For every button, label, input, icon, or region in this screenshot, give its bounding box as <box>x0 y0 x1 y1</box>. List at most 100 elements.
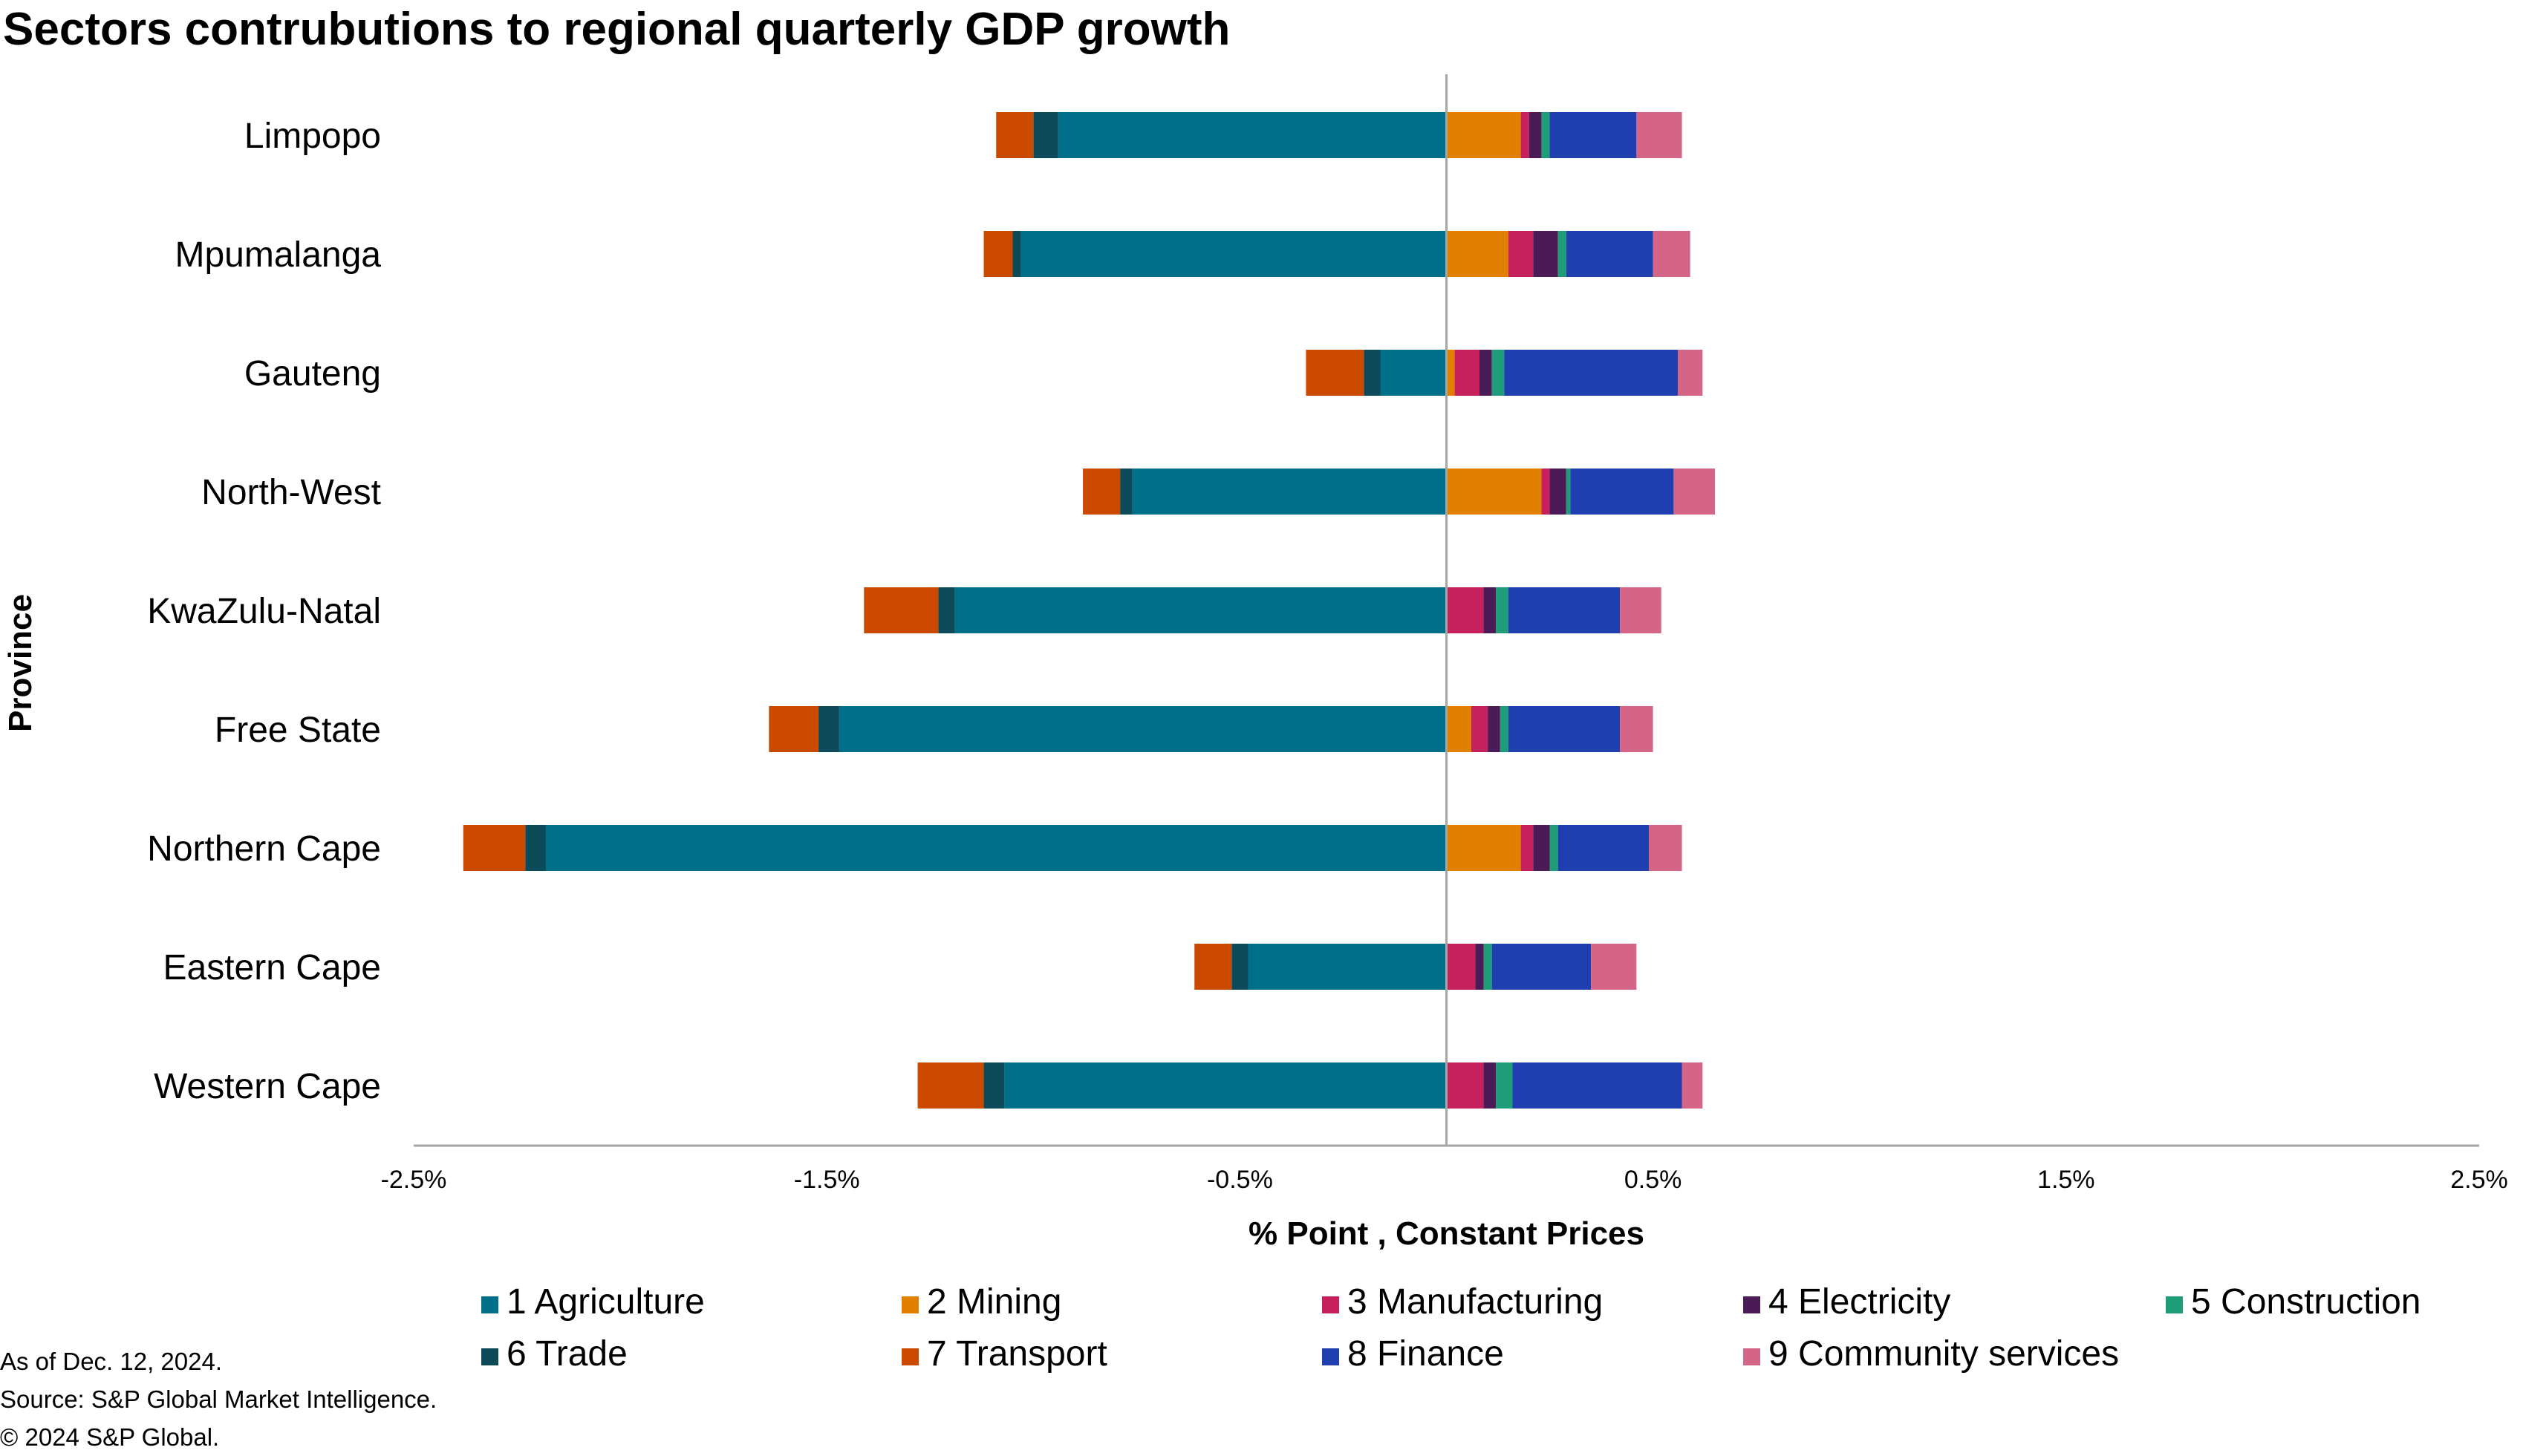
legend-label: 8 Finance <box>1347 1334 1504 1374</box>
bars-group <box>463 112 1716 1109</box>
legend-label: 3 Manufacturing <box>1347 1282 1603 1322</box>
legend-swatch <box>1322 1296 1339 1313</box>
bar-segment <box>1570 469 1674 515</box>
bar-segment <box>1132 469 1447 515</box>
bar-segment <box>1673 469 1716 515</box>
category-label: Western Cape <box>154 1067 381 1106</box>
x-tick-label: -0.5% <box>1207 1166 1273 1194</box>
bar-segment <box>983 1062 1005 1109</box>
bar-segment <box>1058 112 1447 158</box>
x-tick-label: 0.5% <box>1624 1166 1682 1194</box>
bar-segment <box>1248 944 1447 990</box>
bar-segment <box>1479 350 1492 396</box>
bar-segment <box>1520 112 1529 158</box>
bar-segment <box>1475 944 1484 990</box>
bar-segment <box>1520 825 1534 871</box>
x-axis-title: % Point , Constant Prices <box>1249 1215 1644 1252</box>
bar-segment <box>1446 469 1542 515</box>
bar-segment <box>1533 231 1558 277</box>
bar-segment <box>938 587 955 633</box>
bar-segment <box>1508 231 1534 277</box>
bar-segment <box>1306 350 1364 396</box>
legend-swatch <box>902 1296 919 1313</box>
bar-segment <box>1083 469 1121 515</box>
bar-segment <box>1620 587 1661 633</box>
category-label: KwaZulu-Natal <box>147 592 381 631</box>
bar-segment <box>1483 1062 1497 1109</box>
bar-segment <box>1012 231 1021 277</box>
bar-segment <box>1566 469 1571 515</box>
bar-segment <box>996 112 1034 158</box>
bar-segment <box>1020 231 1447 277</box>
bar-segment <box>1508 706 1621 752</box>
chart-title: Sectors contrubutions to regional quarte… <box>3 4 1231 55</box>
bar-segment <box>1446 112 1521 158</box>
bar-segment <box>954 587 1447 633</box>
bar-segment <box>1549 469 1566 515</box>
legend-swatch <box>481 1296 498 1313</box>
bar-segment <box>1591 944 1637 990</box>
bar-segment <box>1504 350 1678 396</box>
legend-label: 5 Construction <box>2191 1282 2421 1322</box>
legend-swatch <box>902 1348 919 1365</box>
bar-segment <box>1454 350 1479 396</box>
footer-notes: As of Dec. 12, 2024. Source: S&P Global … <box>0 1342 437 1456</box>
bar-segment <box>1446 350 1455 396</box>
bar-segment <box>545 825 1447 871</box>
bar-segment <box>1549 112 1637 158</box>
bar-segment <box>1483 944 1492 990</box>
bar-segment <box>1120 469 1133 515</box>
bar-segment <box>1488 706 1500 752</box>
legend-label: 4 Electricity <box>1768 1282 1950 1322</box>
bar-segment <box>1677 350 1703 396</box>
bar-segment <box>1446 231 1508 277</box>
bar-segment <box>1446 587 1484 633</box>
legend-swatch <box>1743 1296 1760 1313</box>
legend-label: 9 Community services <box>1768 1334 2119 1374</box>
bar-segment <box>1491 944 1592 990</box>
category-label: North-West <box>201 473 381 512</box>
legend-label: 7 Transport <box>927 1334 1107 1374</box>
legend: 1 Agriculture 2 Mining 3 Manufacturing 4 El… <box>481 1282 2421 1374</box>
bar-segment <box>1004 1062 1447 1109</box>
category-label: Gauteng <box>244 354 381 394</box>
x-tick-label: 2.5% <box>2450 1166 2508 1194</box>
bar-segment <box>1033 112 1058 158</box>
bar-segment <box>1380 350 1447 396</box>
legend-swatch <box>1743 1348 1760 1365</box>
x-tick-label: -1.5% <box>794 1166 860 1194</box>
category-label: Free State <box>215 711 381 750</box>
bar-segment <box>864 587 939 633</box>
bar-segment <box>1557 825 1650 871</box>
bar-segment <box>1566 231 1653 277</box>
category-labels: Limpopo Mpumalanga Gauteng North-West KwaZul… <box>147 117 381 1106</box>
bar-segment <box>1541 112 1550 158</box>
bar-segment <box>1682 1062 1703 1109</box>
bar-segment <box>1512 1062 1682 1109</box>
bar-segment <box>1446 1062 1484 1109</box>
category-label: Northern Cape <box>147 829 381 869</box>
legend-swatch <box>481 1348 498 1365</box>
bar-segment <box>818 706 839 752</box>
bar-segment <box>1496 587 1508 633</box>
legend-label: 6 Trade <box>507 1334 628 1374</box>
legend-label: 1 Agriculture <box>507 1282 705 1322</box>
bar-segment <box>1549 825 1558 871</box>
bar-segment <box>1541 469 1550 515</box>
bar-segment <box>1364 350 1381 396</box>
x-tick-label: 1.5% <box>2037 1166 2095 1194</box>
bar-segment <box>1636 112 1682 158</box>
y-axis-title: Province <box>2 594 39 732</box>
bar-segment <box>1471 706 1488 752</box>
x-tick-label: -2.5% <box>381 1166 447 1194</box>
bar-segment <box>1231 944 1249 990</box>
bar-segment <box>1500 706 1508 752</box>
bar-segment <box>1529 112 1542 158</box>
bar-segment <box>1508 587 1621 633</box>
category-label: Limpopo <box>244 117 381 156</box>
bar-segment <box>769 706 819 752</box>
legend-swatch <box>2166 1296 2183 1313</box>
bar-segment <box>1491 350 1505 396</box>
bar-segment <box>1446 825 1521 871</box>
